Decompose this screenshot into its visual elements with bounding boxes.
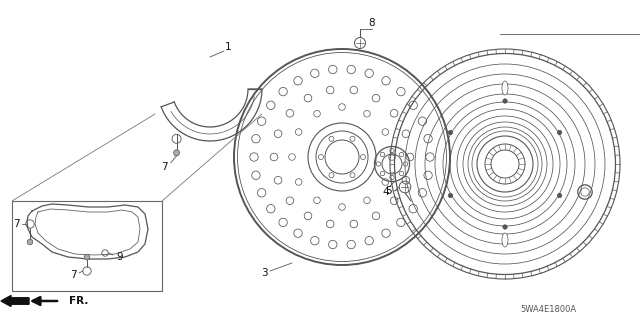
Bar <box>12 201 162 291</box>
Circle shape <box>27 239 33 245</box>
Circle shape <box>448 130 452 135</box>
Text: 8: 8 <box>369 18 375 28</box>
Text: 1: 1 <box>225 42 231 52</box>
Text: FR.: FR. <box>69 296 88 306</box>
Circle shape <box>503 99 507 103</box>
Ellipse shape <box>502 233 508 247</box>
Circle shape <box>448 193 452 198</box>
Text: 3: 3 <box>260 268 268 278</box>
Circle shape <box>557 130 562 135</box>
Circle shape <box>84 254 90 260</box>
Text: 9: 9 <box>116 252 124 262</box>
Text: 5WA4E1800A: 5WA4E1800A <box>520 305 576 314</box>
Ellipse shape <box>502 81 508 95</box>
Text: 7: 7 <box>70 270 76 280</box>
Text: 5: 5 <box>386 186 392 196</box>
Text: 7: 7 <box>13 219 19 229</box>
Circle shape <box>503 225 507 229</box>
FancyArrow shape <box>1 295 29 307</box>
Circle shape <box>173 150 180 156</box>
Text: 4: 4 <box>383 187 389 197</box>
Circle shape <box>557 193 562 198</box>
Text: 7: 7 <box>161 162 168 172</box>
